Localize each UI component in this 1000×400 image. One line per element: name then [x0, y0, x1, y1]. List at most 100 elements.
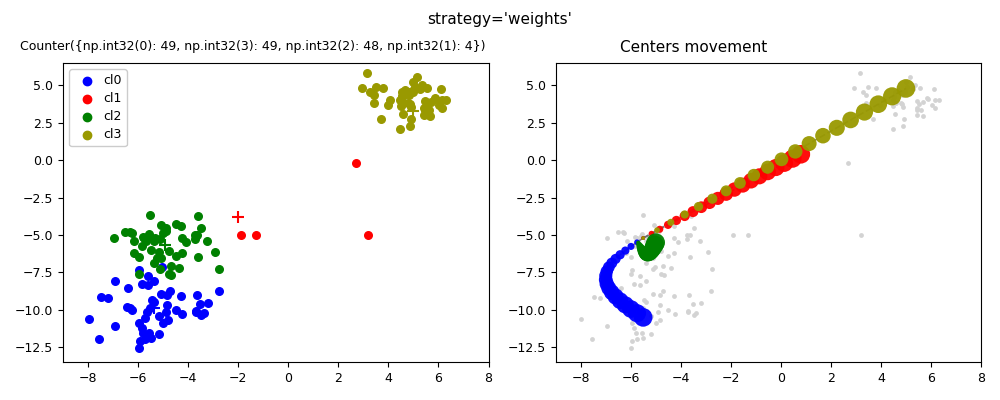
Point — [599, 268, 615, 275]
Point — [636, 296, 652, 303]
cl0 — [139, 309, 155, 316]
Point — [885, 126, 901, 132]
cl0 — [132, 338, 148, 344]
Point — [898, 78, 914, 85]
Point — [651, 228, 667, 234]
cl3 — [392, 97, 408, 103]
Point — [638, 259, 654, 266]
Point — [599, 278, 615, 284]
Point — [760, 169, 776, 175]
cl3 — [419, 101, 435, 108]
Point — [616, 307, 632, 313]
Point — [635, 248, 651, 254]
Point — [638, 299, 654, 306]
Point — [931, 96, 947, 103]
cl3 — [366, 92, 382, 98]
Point — [760, 164, 776, 170]
Point — [693, 204, 709, 210]
cl0 — [188, 309, 204, 315]
cl2 — [211, 266, 227, 272]
cl3 — [419, 85, 435, 91]
Point — [915, 98, 931, 105]
Point — [608, 256, 624, 262]
Point — [647, 241, 663, 248]
Point — [653, 270, 669, 277]
cl0 — [144, 296, 160, 303]
cl3 — [354, 85, 370, 92]
cl2 — [147, 234, 163, 241]
Point — [909, 98, 925, 104]
cl2 — [163, 263, 179, 269]
Point — [573, 316, 589, 322]
Point — [852, 70, 868, 76]
Point — [677, 211, 693, 218]
Point — [685, 208, 701, 215]
cl2 — [106, 235, 122, 241]
Point — [638, 251, 654, 258]
Point — [911, 101, 927, 108]
Point — [680, 309, 696, 315]
Point — [894, 89, 910, 96]
Point — [702, 200, 718, 206]
Point — [653, 248, 669, 254]
Point — [858, 100, 874, 107]
Point — [640, 234, 656, 241]
Point — [623, 306, 639, 312]
Point — [146, 305, 162, 312]
Point — [635, 212, 651, 218]
cl2 — [190, 213, 206, 219]
cl0 — [162, 288, 178, 294]
cl3 — [422, 113, 438, 120]
cl2 — [126, 249, 142, 256]
cl3 — [401, 89, 417, 96]
Point — [637, 250, 653, 257]
Point — [660, 222, 676, 228]
cl2 — [199, 238, 215, 245]
Point — [624, 267, 640, 274]
Point — [853, 232, 869, 238]
Point — [692, 238, 708, 245]
cl2 — [141, 233, 157, 239]
Point — [909, 112, 925, 118]
cl3 — [438, 96, 454, 103]
cl0 — [140, 282, 156, 289]
Point — [645, 245, 661, 252]
cl3 — [392, 126, 408, 132]
Point — [751, 173, 767, 180]
cl0 — [141, 330, 157, 336]
Point — [616, 230, 632, 236]
Point — [624, 338, 640, 344]
Point — [686, 225, 702, 231]
Point — [628, 330, 644, 336]
Point — [584, 336, 600, 342]
Point — [902, 74, 918, 80]
cl2 — [190, 254, 206, 260]
cl3 — [402, 123, 418, 129]
cl2 — [168, 253, 184, 260]
Point — [912, 85, 928, 91]
Point — [633, 245, 649, 252]
cl2 — [143, 247, 159, 253]
Point — [846, 85, 862, 92]
Point — [601, 285, 617, 291]
cl2 — [178, 239, 194, 245]
Point — [638, 251, 654, 257]
Point — [677, 213, 693, 219]
cl2 — [134, 243, 150, 250]
Point — [886, 93, 902, 100]
Point — [645, 236, 661, 242]
Point — [927, 97, 943, 103]
cl2 — [153, 222, 169, 228]
Point — [815, 132, 831, 139]
cl2 — [146, 259, 162, 266]
cl2 — [158, 228, 174, 234]
cl3 — [394, 93, 410, 100]
Point — [927, 105, 943, 112]
cl2 — [161, 270, 177, 277]
cl0 — [159, 292, 175, 298]
cl2 — [207, 248, 223, 255]
cl0 — [119, 304, 135, 310]
Point — [884, 93, 900, 100]
Point — [899, 84, 915, 90]
Point — [858, 92, 874, 98]
